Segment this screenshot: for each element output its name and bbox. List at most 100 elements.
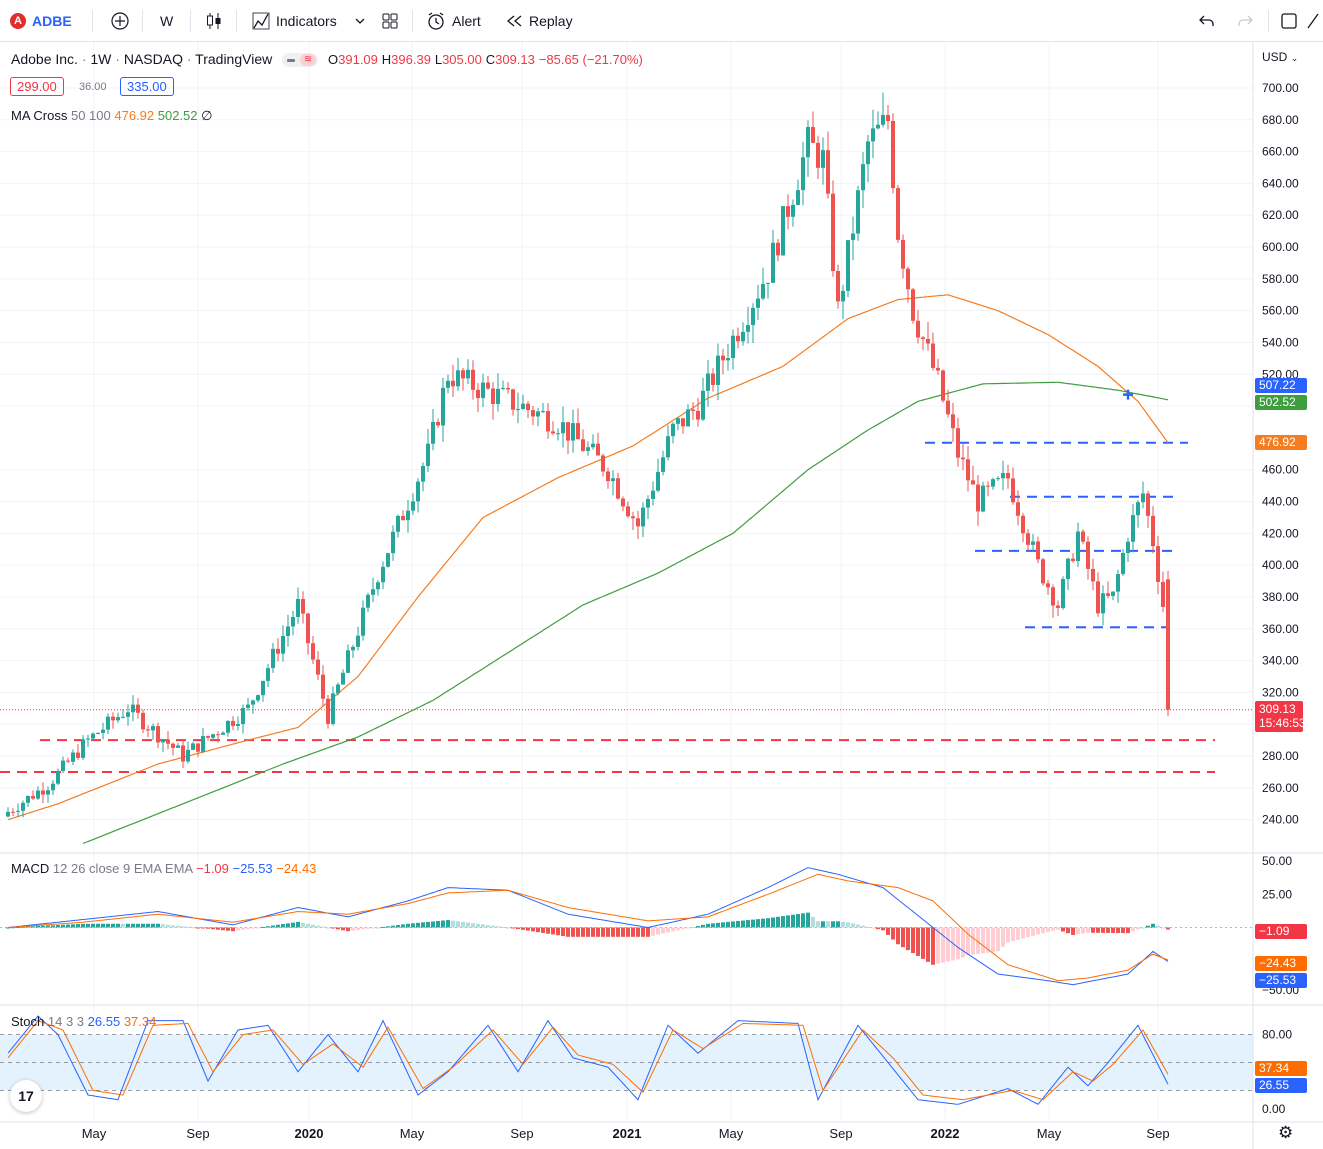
macd-histogram-bar	[1161, 927, 1165, 929]
price-tick-label: 360.00	[1262, 622, 1299, 636]
macd-hist-value: −1.09	[196, 861, 229, 876]
alarm-clock-icon	[428, 12, 444, 30]
macd-histogram-bar	[96, 923, 100, 928]
candle-body	[611, 478, 615, 482]
price-tick-label: 620.00	[1262, 208, 1299, 222]
candle-body	[976, 484, 980, 512]
candle-body	[416, 481, 420, 502]
macd-histogram-bar	[821, 921, 825, 928]
stoch-legend[interactable]: Stoch 14 3 3 26.55 37.34	[11, 1014, 156, 1029]
candle-body	[496, 388, 500, 404]
undo-button[interactable]	[1198, 0, 1216, 42]
candle-body	[61, 760, 65, 771]
toolbar-divider	[412, 10, 413, 32]
slow-ma-tag: 502.52	[1255, 395, 1307, 410]
macd-histogram-bar	[41, 925, 45, 928]
expand-icon	[1307, 13, 1319, 29]
macd-histogram-bar	[781, 916, 785, 928]
replay-label: Replay	[529, 13, 573, 29]
macd-histogram-bar	[631, 927, 635, 937]
macd-histogram-bar	[656, 927, 660, 935]
candle-body	[801, 157, 805, 191]
macd-histogram-bar	[26, 926, 30, 928]
interval-button[interactable]: W	[160, 0, 173, 42]
expand-button[interactable]	[1306, 0, 1320, 42]
sell-button[interactable]: 299.00	[10, 77, 64, 96]
top-toolbar: A ADBE W Indicators Alert Replay	[0, 0, 1323, 42]
macd-histogram-bar	[1091, 927, 1095, 933]
macd-histogram-bar	[401, 924, 405, 928]
macd-histogram-bar	[256, 927, 260, 929]
macd-histogram-bar	[391, 925, 395, 928]
undo-icon	[1199, 15, 1214, 26]
macd-histogram-bar	[1041, 927, 1045, 934]
candle-body	[601, 455, 605, 472]
market-status-pill[interactable]: ≋	[282, 53, 319, 68]
macd-histogram-bar	[856, 924, 860, 928]
candle-body	[256, 695, 260, 701]
macd-histogram-bar	[416, 922, 420, 928]
candle-body	[626, 506, 630, 517]
macd-histogram-bar	[141, 923, 145, 928]
macd-histogram-bar	[716, 922, 720, 928]
ma-cross-legend[interactable]: MA Cross 50 100 476.92 502.52 ∅	[11, 108, 212, 124]
macd-histogram-bar	[556, 927, 560, 936]
candle-body	[136, 704, 140, 713]
buy-button[interactable]: 335.00	[120, 77, 174, 96]
macd-histogram-bar	[361, 927, 365, 930]
macd-histogram-bar	[126, 923, 130, 928]
candle-body	[486, 382, 490, 389]
time-tick-label: 2020	[295, 1126, 324, 1141]
redo-button[interactable]	[1236, 0, 1254, 42]
alert-button[interactable]: Alert	[426, 0, 481, 42]
stoch-d-line	[7, 1019, 1169, 1101]
chart-type-button[interactable]	[205, 0, 223, 42]
macd-histogram-bar	[191, 927, 195, 929]
candle-body	[991, 479, 995, 487]
candle-body	[41, 790, 45, 795]
price-tick-label: 240.00	[1262, 813, 1299, 827]
tradingview-logo[interactable]: 17	[10, 1080, 42, 1112]
indicators-dropdown-button[interactable]	[354, 0, 366, 42]
stoch-k-value: 26.55	[87, 1014, 121, 1029]
candle-body	[36, 790, 40, 799]
currency-selector[interactable]: USD ⌄	[1262, 50, 1298, 64]
candle-body	[1071, 558, 1075, 562]
chart-canvas[interactable]: May Sep 2020 May Sep 2021 May Sep 2022 May Sep 240.…	[0, 42, 1323, 1149]
macd-legend[interactable]: MACD 12 26 close 9 EMA EMA −1.09 −25.53 …	[11, 861, 316, 876]
macd-histogram-bar	[356, 927, 360, 930]
candle-body	[876, 124, 880, 129]
symbol-label: ADBE	[32, 13, 72, 29]
ma-slow-value: 502.52	[157, 108, 198, 123]
macd-histogram-bar	[611, 927, 615, 937]
layout-button[interactable]	[381, 0, 399, 42]
price-tick-label: 340.00	[1262, 654, 1299, 668]
macd-histogram-bar	[726, 921, 730, 928]
macd-histogram-bar	[451, 920, 455, 928]
candle-body	[1136, 502, 1140, 516]
candle-body	[551, 431, 555, 434]
indicators-button[interactable]: Indicators	[252, 0, 337, 42]
fullscreen-button[interactable]	[1280, 0, 1298, 42]
candle-body	[411, 501, 415, 511]
replay-button[interactable]: Replay	[505, 0, 573, 42]
candle-body	[926, 339, 930, 344]
macd-histogram-bar	[46, 925, 50, 928]
candle-body	[591, 443, 595, 448]
macd-histogram-bar	[741, 920, 745, 928]
horizontal-lines[interactable]	[0, 441, 1253, 773]
macd-histogram-bar	[576, 927, 580, 937]
compare-button[interactable]	[110, 0, 130, 42]
candle-body	[281, 635, 285, 654]
ma-slow-line	[82, 381, 1169, 845]
legend-title: Adobe Inc.	[11, 51, 78, 67]
price-tick-label: 560.00	[1262, 304, 1299, 318]
macd-histogram-bar	[596, 927, 600, 937]
candle-body	[1106, 593, 1110, 596]
macd-histogram-bar	[666, 927, 670, 933]
time-tick-label: May	[82, 1126, 107, 1141]
candle-body	[261, 680, 265, 696]
candle-body	[881, 114, 885, 125]
symbol-search-button[interactable]: A ADBE	[10, 0, 72, 42]
settings-gear-icon[interactable]: ⚙	[1278, 1123, 1294, 1142]
